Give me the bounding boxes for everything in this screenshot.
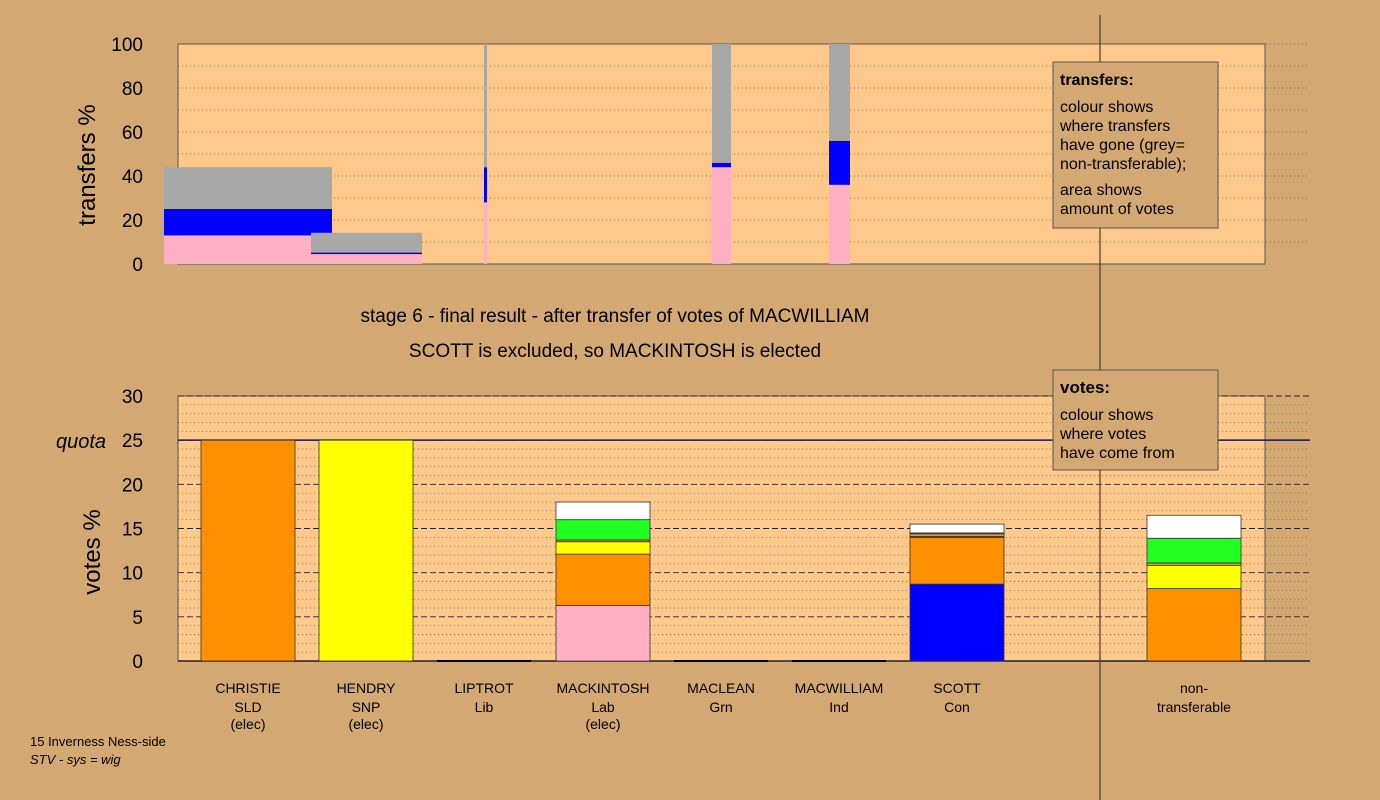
system-label: STV - sys = wig [30,752,121,767]
transfers-legend-line: area shows [1060,182,1142,199]
candidate-name-label: LIPTROT [454,680,514,696]
vote-segment-scott-from-ind [909,523,1005,534]
transfers-legend-title: transfers: [1060,72,1134,89]
candidate-party-label: Lib [475,699,494,715]
quota-label: quota [56,431,106,453]
votes-y-tick-label: 5 [132,608,143,629]
stage-heading: stage 6 - final result - after transfer … [361,306,870,327]
votes-bars [200,439,1242,662]
candidate-name-label: SCOTT [933,680,981,696]
result-heading: SCOTT is excluded, so MACKINTOSH is elec… [409,341,821,362]
transfers-y-tick-label: 40 [122,167,143,188]
transfers-y-tick-label: 100 [111,35,143,56]
candidate-name-label: CHRISTIE [215,680,280,696]
candidate-status-label: (elec) [348,716,383,732]
transfers-legend-line: non-transferable); [1060,156,1186,173]
ward-name: 15 Inverness Ness-side [30,734,166,749]
transfers-y-tick-label: 0 [132,255,143,276]
vote-segment-non--from-grn [1146,537,1242,564]
transfer-segment-hendry-to-con [311,252,422,255]
transfers-y-ticks: 0 20 40 60 80 100 [111,35,143,276]
votes-y-ticks: 0 5 10 15 20 25 30 [122,387,143,673]
transfers-y-tick-label: 20 [122,211,143,232]
vote-segment-scott-from-con [909,583,1005,662]
transfer-segment-liptrot-to-nontransferable [484,44,487,168]
transfer-segment-christie-to-nontransferable [164,167,332,209]
transfer-segment-hendry-to-lab [311,254,422,264]
candidate-party-label: Con [944,699,970,715]
vote-segment-christie-from-sld [200,439,296,662]
vote-segment-mackintosh-from-grn [555,519,651,541]
transfers-y-axis-label: transfers % [74,104,101,225]
transfers-legend-line: where transfers [1059,118,1170,135]
candidate-party-label: transferable [1157,699,1231,715]
candidate-name-label: MACLEAN [687,680,755,696]
transfer-segment-liptrot-to-lab [484,202,487,264]
transfers-legend-box [1052,61,1219,229]
transfers-legend-line: amount of votes [1060,201,1174,218]
candidate-party-label: SNP [352,699,381,715]
transfer-segment-macwilliam-to-lab [829,184,850,264]
votes-legend-line: have come from [1060,445,1175,462]
candidate-name-label: non- [1180,680,1208,696]
vote-segment-non--from-sld [1146,588,1242,662]
vote-segment-non--from-ind [1146,514,1242,539]
vote-segment-hendry-from-snp [318,439,414,662]
transfers-bars [164,44,850,264]
transfer-segment-macwilliam-to-con [829,140,850,185]
transfers-legend-line: colour shows [1060,99,1153,116]
vote-segment-scott-from-sld [909,536,1005,585]
transfer-segment-maclean-to-nontransferable [712,44,731,163]
votes-legend: votes: colour shows where votes have com… [1052,369,1219,471]
candidate-name-label: HENDRY [337,680,397,696]
transfer-segment-christie-to-lab [164,235,332,264]
votes-legend-line: where votes [1059,426,1146,443]
transfer-segment-macwilliam-to-nontransferable [829,44,850,141]
candidate-name-label: MACWILLIAM [795,680,884,696]
transfers-y-tick-label: 80 [122,79,143,100]
candidate-party-label: Ind [829,699,848,715]
votes-y-tick-label: 15 [122,520,143,541]
candidate-party-label: SLD [234,699,261,715]
votes-y-tick-label: 25 [122,431,143,452]
votes-y-axis-label: votes % [79,509,106,594]
candidate-name-label: MACKINTOSH [556,680,649,696]
votes-y-tick-label: 0 [132,652,143,673]
vote-segment-non--from-snp [1146,565,1242,589]
vote-segment-mackintosh-from-lab [555,604,651,662]
transfers-legend: transfers: colour shows where transfers … [1052,61,1219,229]
candidate-party-label: Lab [591,699,615,715]
votes-y-tick-label: 10 [122,564,143,585]
transfer-segment-liptrot-to-con [484,167,487,203]
transfer-segment-maclean-to-con [712,162,731,168]
votes-legend-title: votes: [1060,378,1110,397]
vote-segment-mackintosh-from-ind [555,501,651,521]
candidate-status-label: (elec) [230,716,265,732]
vote-segment-mackintosh-from-snp [555,541,651,555]
transfers-y-tick-label: 60 [122,123,143,144]
vote-segment-mackintosh-from-sld [555,553,651,606]
transfers-legend-line: have gone (grey= [1060,137,1185,154]
candidate-party-label: Grn [709,699,732,715]
transfer-segment-christie-to-con [164,209,332,236]
candidate-status-label: (elec) [585,716,620,732]
transfer-segment-maclean-to-lab [712,167,731,264]
votes-category-labels: CHRISTIESLD(elec)HENDRYSNP(elec)LIPTROTL… [215,680,1231,732]
votes-legend-box [1052,369,1219,471]
votes-y-tick-label: 30 [122,387,143,408]
votes-legend-line: colour shows [1060,407,1153,424]
transfer-segment-hendry-to-nontransferable [311,232,422,253]
votes-y-tick-label: 20 [122,475,143,496]
